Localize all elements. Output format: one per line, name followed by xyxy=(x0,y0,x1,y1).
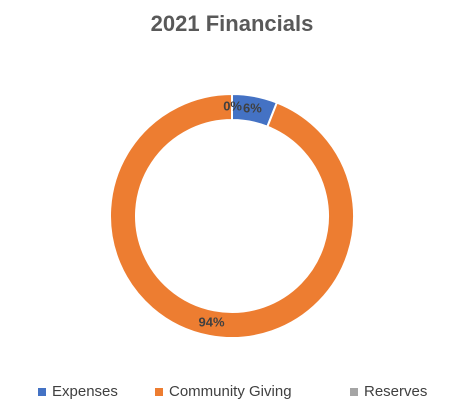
data-label: 94% xyxy=(199,315,225,330)
legend-swatch xyxy=(38,388,46,396)
donut-slice xyxy=(109,92,355,339)
legend-swatch xyxy=(350,388,358,396)
chart-title: 2021 Financials xyxy=(151,11,314,36)
legend-label: Reserves xyxy=(364,383,427,400)
legend-swatch xyxy=(155,388,163,396)
legend-label: Community Giving xyxy=(169,383,292,400)
data-label: 6% xyxy=(243,100,262,115)
legend-label: Expenses xyxy=(52,383,118,400)
data-label: 0% xyxy=(223,98,242,113)
